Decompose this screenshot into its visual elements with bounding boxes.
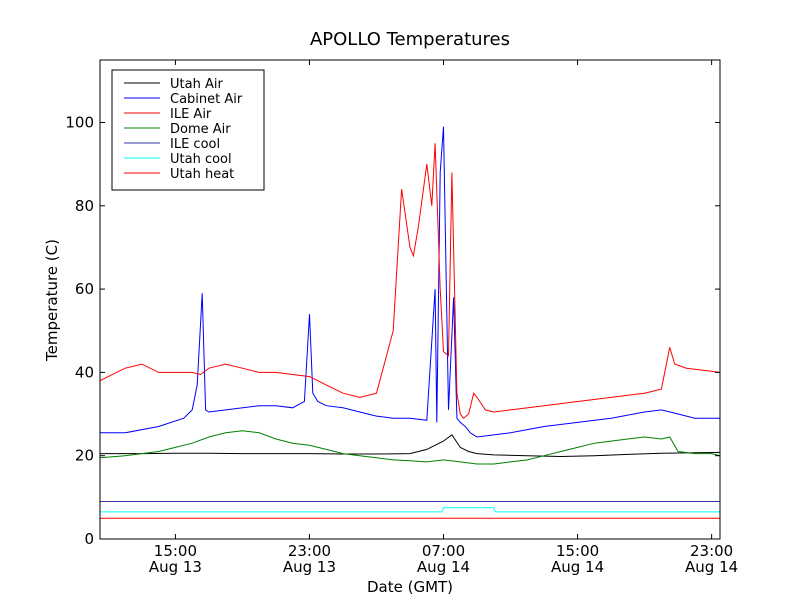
y-tick-label: 0 — [84, 530, 94, 548]
legend-label-utah-heat: Utah heat — [170, 167, 234, 182]
y-tick-label: 40 — [75, 363, 94, 381]
legend-label-dome-air: Dome Air — [170, 122, 231, 137]
x-tick-label-time: 07:00 — [422, 542, 465, 560]
legend-label-ile-cool: ILE cool — [170, 137, 220, 152]
series-layer — [100, 126, 720, 519]
x-tick-label-time: 15:00 — [154, 542, 197, 560]
series-line-cabinet-air — [100, 126, 720, 438]
y-tick-label: 80 — [75, 197, 94, 215]
legend-label-utah-air: Utah Air — [170, 77, 223, 92]
series-line-ile-air — [100, 143, 720, 419]
y-tick-label: 60 — [75, 280, 94, 298]
x-tick-label-time: 23:00 — [288, 542, 331, 560]
series-line-utah-cool — [100, 507, 720, 513]
x-tick-label-time: 15:00 — [556, 542, 599, 560]
x-tick-label-date: Aug 14 — [551, 558, 604, 576]
legend-label-utah-cool: Utah cool — [170, 152, 232, 167]
x-tick-label-date: Aug 13 — [283, 558, 336, 576]
x-tick-label-time: 23:00 — [690, 542, 733, 560]
x-tick-label-date: Aug 14 — [685, 558, 738, 576]
series-line-dome-air — [100, 430, 720, 465]
plot-frame — [99, 59, 721, 540]
series-line-utah-air — [100, 434, 720, 458]
y-tick-label: 20 — [75, 447, 94, 465]
x-tick-label-date: Aug 13 — [149, 558, 202, 576]
legend-label-ile-air: ILE Air — [170, 107, 212, 122]
legend-box — [111, 69, 265, 191]
x-axis-label: Date (GMT) — [367, 578, 453, 596]
legend-label-cabinet-air: Cabinet Air — [170, 92, 243, 107]
x-tick-label-date: Aug 14 — [417, 558, 470, 576]
y-tick-label: 100 — [65, 113, 94, 131]
y-axis-label: Temperature (C) — [43, 239, 61, 362]
chart-title: APOLLO Temperatures — [310, 29, 510, 50]
